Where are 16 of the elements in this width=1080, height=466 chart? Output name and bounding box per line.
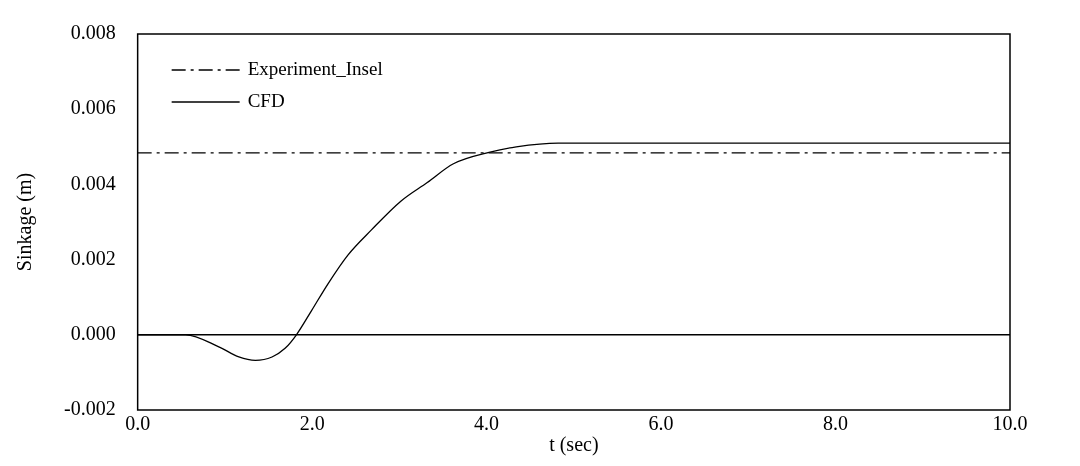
y-tick-label: 0.006 — [70, 96, 116, 119]
y-tick-label: 0.004 — [70, 171, 116, 194]
y-tick-label: -0.002 — [63, 397, 116, 420]
legend-label: Experiment_Insel — [247, 57, 383, 79]
x-tick-label: 10.0 — [992, 412, 1028, 435]
x-tick-label: 0.0 — [125, 412, 151, 435]
x-axis-title: t (sec) — [549, 433, 599, 457]
y-axis-title: Sinkage (m) — [13, 172, 37, 272]
x-tick-label: 2.0 — [299, 412, 325, 435]
x-tick-label: 8.0 — [823, 412, 849, 435]
y-tick-label: 0.008 — [70, 21, 116, 44]
y-tick-label: 0.000 — [70, 322, 116, 345]
x-tick-label: 4.0 — [474, 412, 500, 435]
x-tick-label: 6.0 — [648, 412, 674, 435]
legend-label: CFD — [247, 89, 285, 111]
y-tick-label: 0.002 — [70, 246, 116, 269]
